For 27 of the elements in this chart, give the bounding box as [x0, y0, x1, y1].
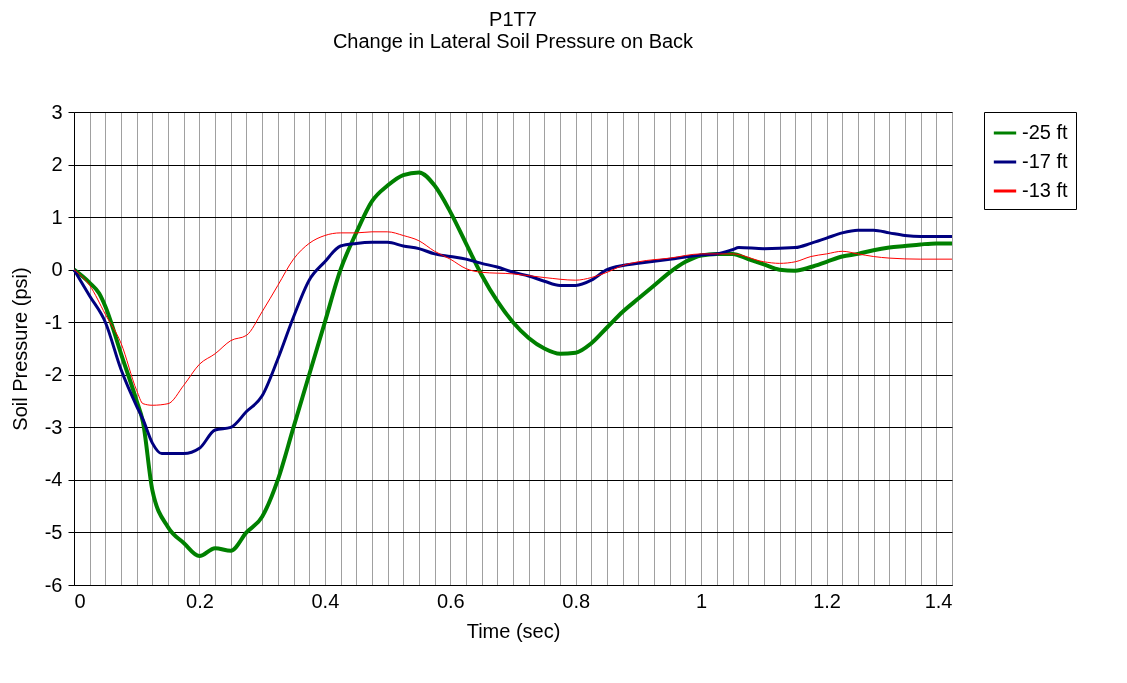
y-tick-label: -6 — [44, 573, 63, 596]
x-tick-label: 0 — [74, 589, 86, 612]
chart-title: P1T7 — [489, 8, 537, 30]
y-tick-label: -5 — [44, 520, 63, 543]
y-tick-label: 1 — [51, 205, 63, 228]
line-series — [72, 170, 954, 559]
x-tick-label: 1.4 — [924, 589, 953, 612]
y-tick-label: -2 — [44, 363, 63, 386]
legend-label: -25 ft — [1022, 121, 1069, 143]
x-tick-label: 1 — [696, 589, 708, 612]
y-tick-label: -3 — [44, 415, 63, 438]
legend-label: -17 ft — [1022, 150, 1069, 172]
x-axis-title: Time (sec) — [466, 619, 561, 642]
line-series — [72, 228, 954, 456]
x-tick-label: 0.2 — [186, 589, 214, 612]
x-tick-label: 0.6 — [436, 589, 465, 612]
y-tick-label: 3 — [51, 100, 63, 123]
y-tick-label: 2 — [51, 153, 63, 176]
y-tick-label: -1 — [44, 310, 63, 333]
x-tick-label: 0.8 — [562, 589, 591, 612]
x-tick-label: 0.4 — [311, 589, 340, 612]
y-tick-label: -4 — [44, 468, 63, 491]
y-tick-label: 0 — [51, 258, 63, 281]
y-axis-title: Soil Pressure (psi) — [8, 267, 31, 431]
x-tick-label: 1.2 — [813, 589, 841, 612]
legend-label: -13 ft — [1022, 179, 1069, 201]
chart-subtitle: Change in Lateral Soil Pressure on Back — [332, 30, 695, 52]
